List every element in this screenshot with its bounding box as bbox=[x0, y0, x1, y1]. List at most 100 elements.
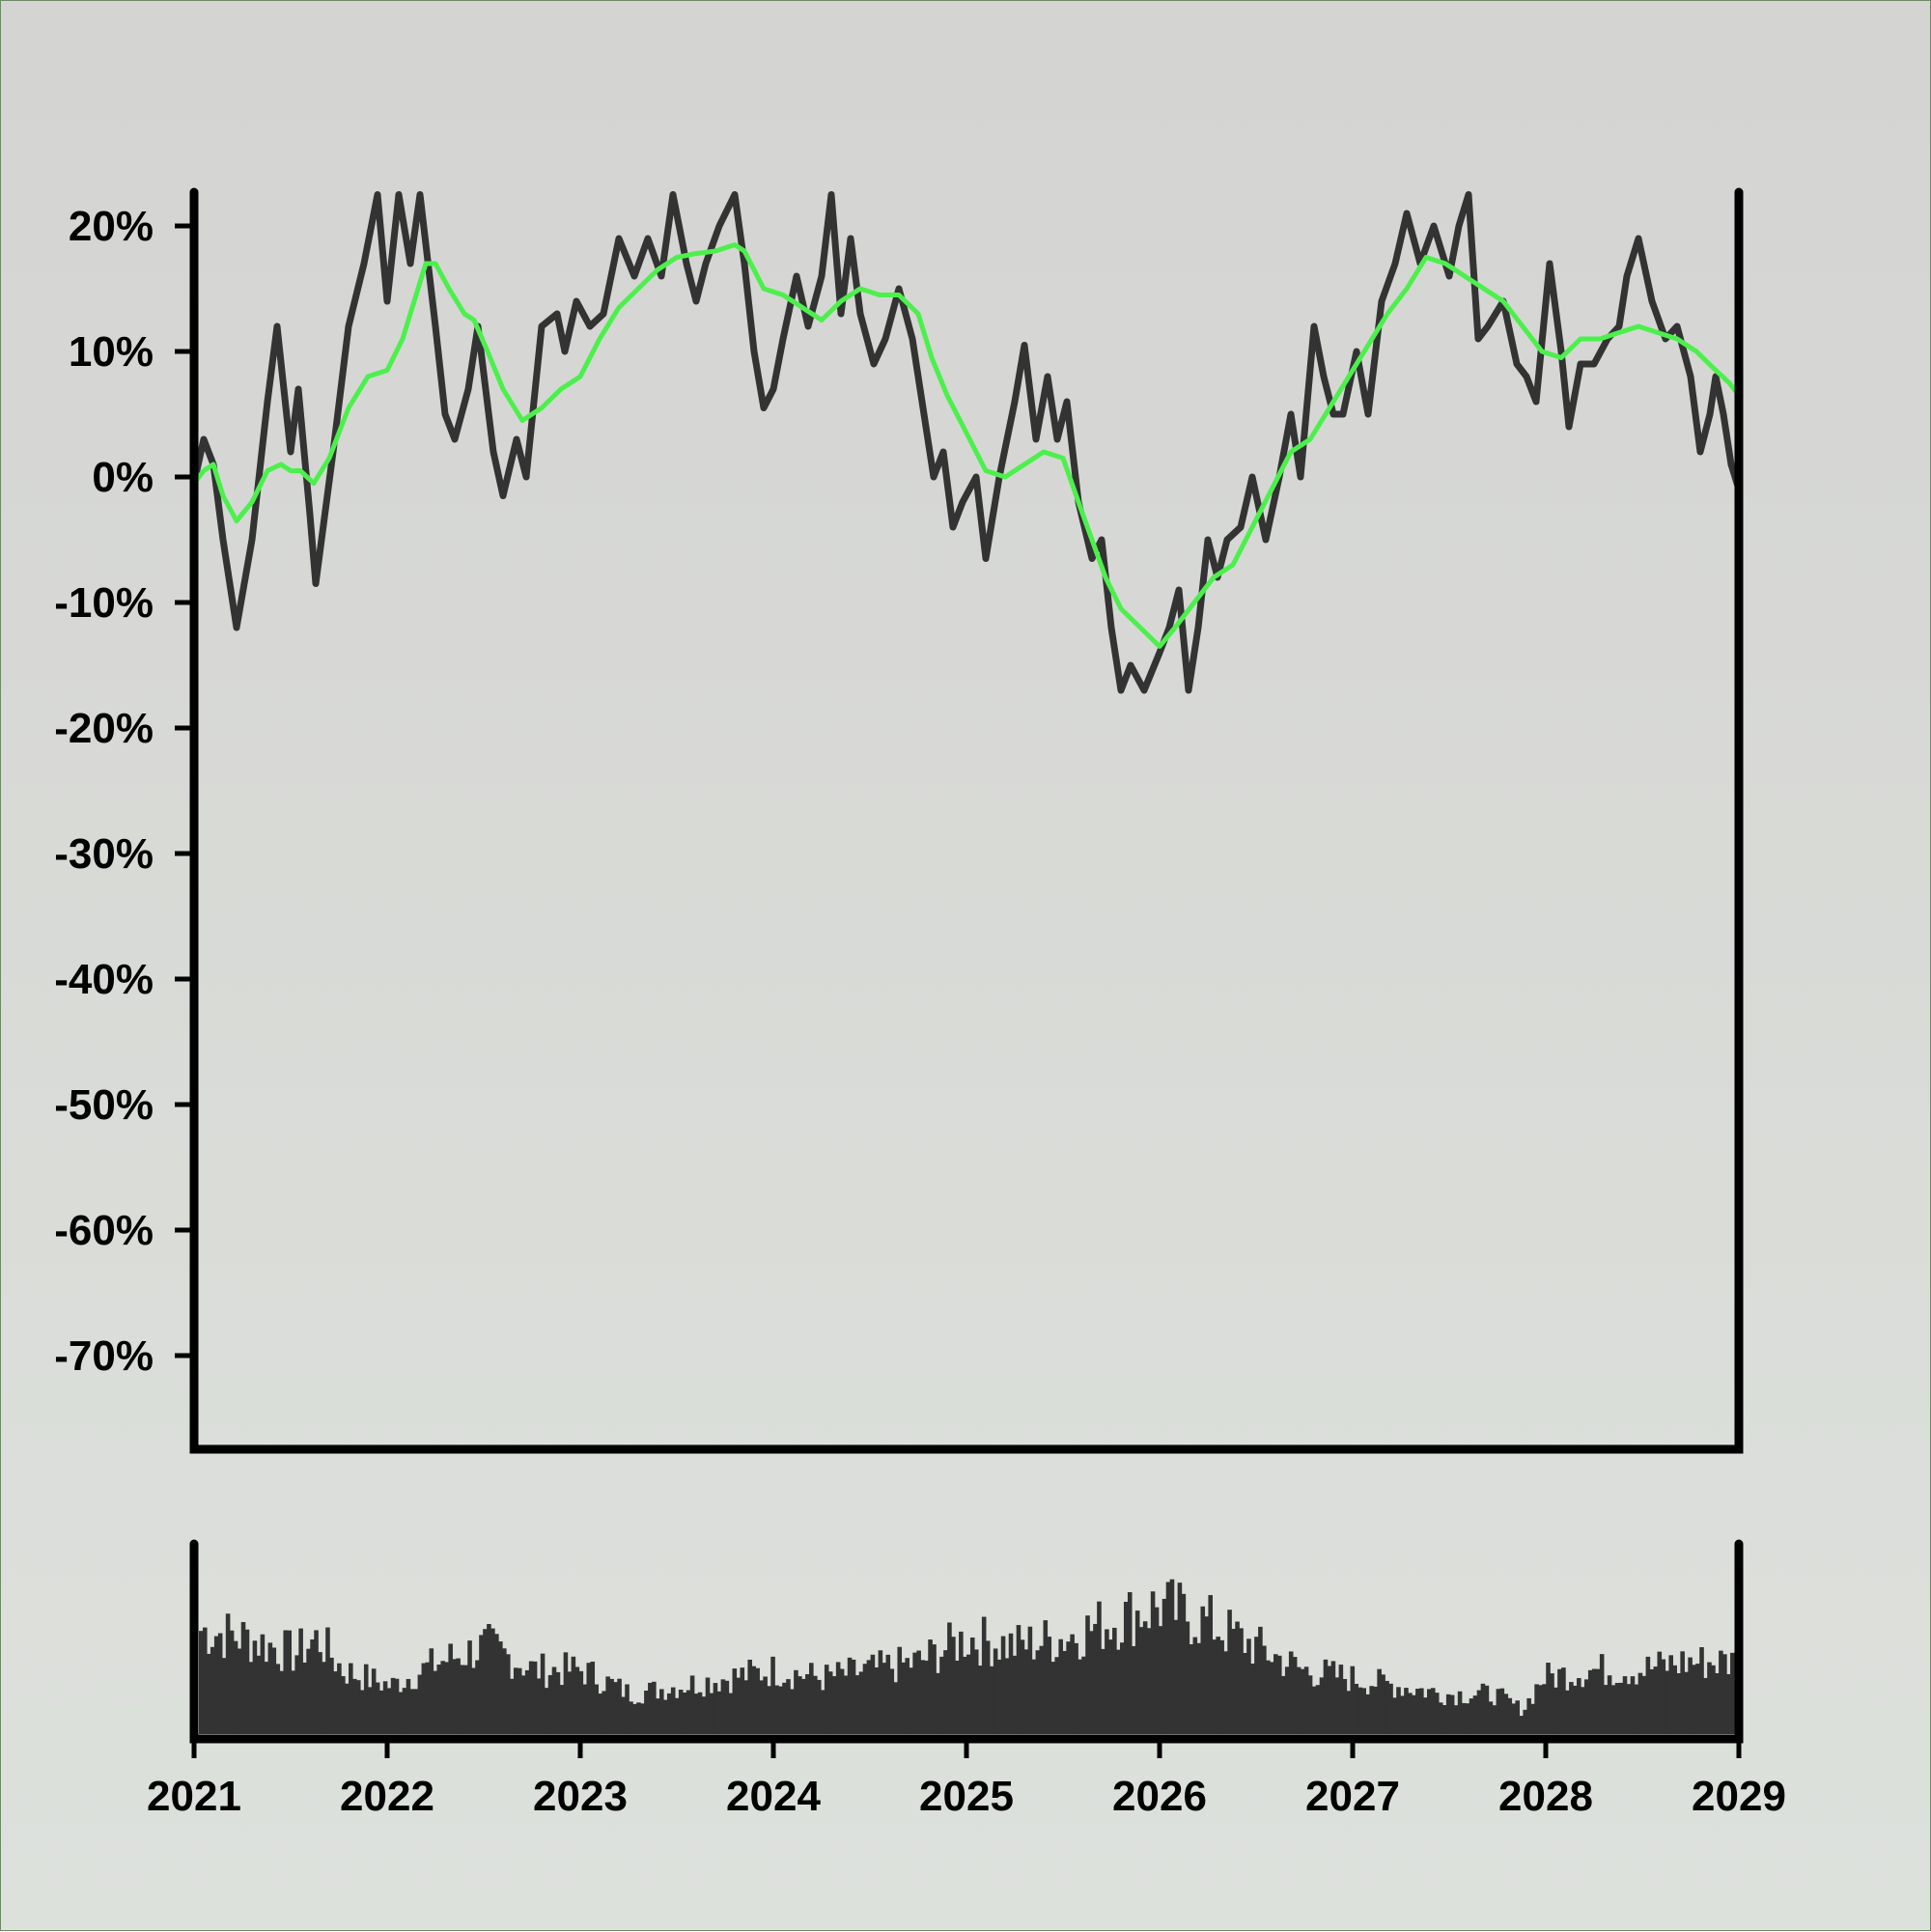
volume-bar bbox=[1116, 1649, 1121, 1734]
volume-bar bbox=[928, 1639, 933, 1734]
volume-bar bbox=[1227, 1610, 1232, 1734]
volume-bar bbox=[444, 1662, 449, 1734]
volume-bar bbox=[1438, 1702, 1443, 1734]
x-axis-ticks: 2021 2022 2023 2024 2025 2026 2027 2028 2029 bbox=[147, 1739, 1786, 1820]
volume-bar bbox=[1235, 1621, 1240, 1734]
volume-bar bbox=[662, 1699, 668, 1734]
volume-bar bbox=[1212, 1639, 1217, 1734]
volume-bar bbox=[1614, 1683, 1620, 1734]
volume-bar bbox=[1645, 1656, 1651, 1734]
x-tick-label: 2028 bbox=[1498, 1773, 1593, 1820]
volume-bar bbox=[213, 1636, 219, 1734]
volume-bar bbox=[574, 1666, 580, 1734]
volume-bar bbox=[1692, 1665, 1696, 1734]
volume-bar bbox=[878, 1650, 883, 1734]
volume-bar bbox=[1703, 1677, 1708, 1734]
volume-bar bbox=[1668, 1655, 1673, 1734]
volume-bar bbox=[839, 1668, 845, 1734]
volume-bar bbox=[1288, 1651, 1294, 1734]
y-tick-label: -30% bbox=[54, 830, 154, 878]
volume-bar bbox=[463, 1665, 468, 1734]
volume-bar bbox=[767, 1686, 771, 1734]
x-tick-label: 2023 bbox=[533, 1773, 628, 1820]
volume-bar bbox=[433, 1670, 438, 1734]
volume-bar bbox=[1530, 1703, 1535, 1734]
volume-bar bbox=[732, 1668, 738, 1734]
volume-bar bbox=[1276, 1655, 1282, 1734]
volume-bar bbox=[659, 1689, 664, 1734]
volume-bar bbox=[271, 1647, 277, 1734]
volume-bar bbox=[1246, 1638, 1251, 1734]
volume-bar bbox=[1385, 1680, 1389, 1734]
volume-bar bbox=[502, 1648, 507, 1734]
volume-bar bbox=[578, 1670, 584, 1734]
volume-bar bbox=[1618, 1682, 1624, 1734]
volume-bar bbox=[547, 1674, 553, 1734]
volume-bar bbox=[1457, 1691, 1463, 1734]
volume-bar bbox=[835, 1662, 841, 1734]
price-series-line bbox=[190, 191, 1743, 694]
volume-bar bbox=[386, 1688, 392, 1734]
volume-bar bbox=[367, 1687, 373, 1734]
volume-bar bbox=[1595, 1668, 1601, 1734]
volume-bar bbox=[1676, 1673, 1681, 1734]
volume-bar bbox=[1303, 1666, 1309, 1734]
volume-bar bbox=[824, 1665, 829, 1734]
y-tick-label: -20% bbox=[54, 705, 154, 752]
volume-bar bbox=[1534, 1684, 1539, 1734]
volume-bar bbox=[598, 1694, 602, 1734]
volume-bar bbox=[854, 1675, 860, 1734]
volume-bar bbox=[981, 1616, 987, 1734]
volume-bar bbox=[1346, 1691, 1352, 1734]
volume-bar bbox=[740, 1667, 745, 1734]
volume-bar bbox=[751, 1666, 756, 1734]
volume-bar bbox=[1553, 1687, 1558, 1734]
volume-bar bbox=[1292, 1657, 1298, 1734]
volume-bar bbox=[1112, 1627, 1117, 1734]
volume-bar bbox=[1023, 1649, 1029, 1734]
volume-bar bbox=[1169, 1579, 1175, 1734]
volume-bar bbox=[1603, 1685, 1609, 1734]
volume-bar bbox=[371, 1668, 377, 1734]
volume-bar bbox=[509, 1678, 515, 1734]
moving-average-line bbox=[191, 242, 1742, 649]
volume-bar bbox=[943, 1650, 948, 1734]
volume-bar bbox=[674, 1697, 680, 1734]
volume-bar bbox=[1538, 1685, 1543, 1734]
volume-bar bbox=[728, 1693, 734, 1734]
volume-bar bbox=[252, 1640, 258, 1734]
volume-bar bbox=[1599, 1654, 1605, 1734]
volume-bar bbox=[1408, 1693, 1413, 1734]
volume-bar bbox=[720, 1679, 726, 1734]
volume-bar bbox=[1377, 1668, 1382, 1734]
volume-bar bbox=[1319, 1677, 1325, 1734]
volume-bar bbox=[1050, 1662, 1056, 1734]
volume-bar bbox=[602, 1691, 606, 1734]
volume-bar bbox=[1081, 1656, 1086, 1734]
volume-bar bbox=[1515, 1700, 1520, 1734]
volume-bar bbox=[1711, 1665, 1716, 1734]
volume-bar bbox=[678, 1690, 684, 1734]
volume-bar bbox=[809, 1663, 814, 1734]
volume-bar bbox=[1523, 1709, 1527, 1734]
volume-bar bbox=[648, 1682, 653, 1734]
volume-bar bbox=[202, 1627, 208, 1734]
volume-bar bbox=[1427, 1689, 1432, 1734]
volume-bar bbox=[1354, 1683, 1359, 1734]
volume-bar bbox=[1361, 1688, 1366, 1734]
volume-bar bbox=[932, 1644, 937, 1734]
volume-bar bbox=[1672, 1665, 1677, 1734]
volume-bar bbox=[790, 1689, 795, 1734]
volume-bar bbox=[1699, 1647, 1704, 1734]
volume-bar bbox=[1284, 1666, 1290, 1734]
volume-bar bbox=[1161, 1598, 1167, 1734]
volume-bar bbox=[355, 1680, 361, 1734]
volume-bar bbox=[394, 1678, 400, 1734]
volume-bar bbox=[959, 1631, 964, 1734]
volume-bar bbox=[1154, 1607, 1160, 1734]
volume-bar bbox=[1093, 1623, 1098, 1734]
volume-bar bbox=[770, 1656, 775, 1734]
x-tick-label: 2029 bbox=[1692, 1773, 1786, 1820]
volume-bar bbox=[1350, 1666, 1356, 1734]
volume-bar bbox=[851, 1659, 856, 1734]
